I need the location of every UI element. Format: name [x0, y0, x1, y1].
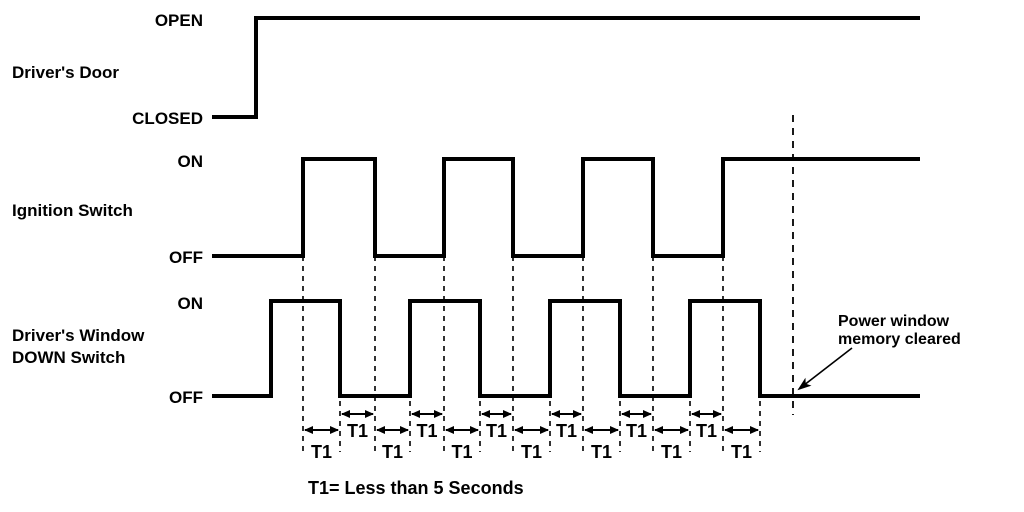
signal-ignition-switch: ON Ignition Switch OFF	[12, 152, 920, 267]
t1-label: T1	[521, 442, 542, 462]
t1-label: T1	[486, 421, 507, 441]
waveform-drivers-door	[212, 16, 920, 119]
signal-name-drivers-window-line2: DOWN Switch	[12, 348, 125, 367]
t1-label: T1	[416, 421, 437, 441]
state-label-open: OPEN	[155, 11, 203, 30]
t1-label: T1	[347, 421, 368, 441]
signal-drivers-door: OPEN Driver's Door CLOSED	[12, 11, 920, 128]
signal-name-drivers-window-line1: Driver's Window	[12, 326, 145, 345]
signal-name-drivers-door: Driver's Door	[12, 63, 119, 82]
t1-label: T1	[591, 442, 612, 462]
state-label-closed: CLOSED	[132, 109, 203, 128]
t1-label: T1	[556, 421, 577, 441]
signal-drivers-window-down-switch: ON Driver's Window DOWN Switch OFF	[12, 294, 920, 407]
callout-text-line2: memory cleared	[838, 331, 961, 348]
callout-power-window-memory-cleared: Power window memory cleared	[797, 313, 961, 391]
state-label-window-off: OFF	[169, 388, 203, 407]
t1-label: T1	[731, 442, 752, 462]
callout-arrow-icon	[797, 347, 853, 391]
t1-label: T1	[382, 442, 403, 462]
state-label-ignition-on: ON	[178, 152, 204, 171]
waveform-ignition-switch	[212, 157, 920, 258]
guide-lines	[302, 256, 761, 452]
signal-name-ignition-switch: Ignition Switch	[12, 201, 133, 220]
state-label-ignition-off: OFF	[169, 248, 203, 267]
t1-label: T1	[451, 442, 472, 462]
legend-t1-definition: T1= Less than 5 Seconds	[308, 478, 524, 498]
t1-label: T1	[626, 421, 647, 441]
callout-text-line1: Power window	[838, 313, 950, 330]
t1-label: T1	[311, 442, 332, 462]
t1-label: T1	[661, 442, 682, 462]
t1-intervals: T1 T1 T1 T1 T1 T1 T1 T1 T1 T1 T1 T1 T1	[304, 410, 759, 462]
t1-label: T1	[696, 421, 717, 441]
state-label-window-on: ON	[178, 294, 204, 313]
waveform-drivers-window-down-switch	[212, 299, 920, 398]
